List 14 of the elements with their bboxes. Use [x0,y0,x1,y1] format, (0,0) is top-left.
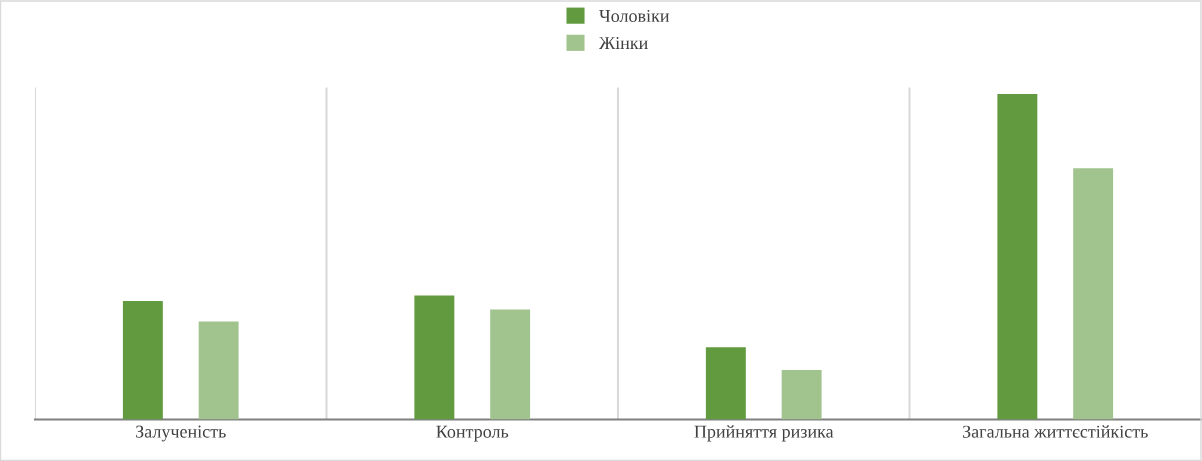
x-tick-label: Контроль [436,425,509,442]
bar [781,370,822,420]
bar [122,301,163,420]
legend-label: Жінки [598,37,648,49]
bar [1073,168,1114,420]
legend-label: Чоловіки [599,9,670,23]
bar [414,295,455,420]
bar [490,309,531,420]
bar [997,94,1038,420]
x-tick-label: Залученість [136,425,226,442]
bar [198,321,239,420]
x-tick-label: Прийняття ризика [694,425,834,442]
x-tick-label: Загальна життєстійкість [962,425,1148,438]
bar [705,347,746,420]
